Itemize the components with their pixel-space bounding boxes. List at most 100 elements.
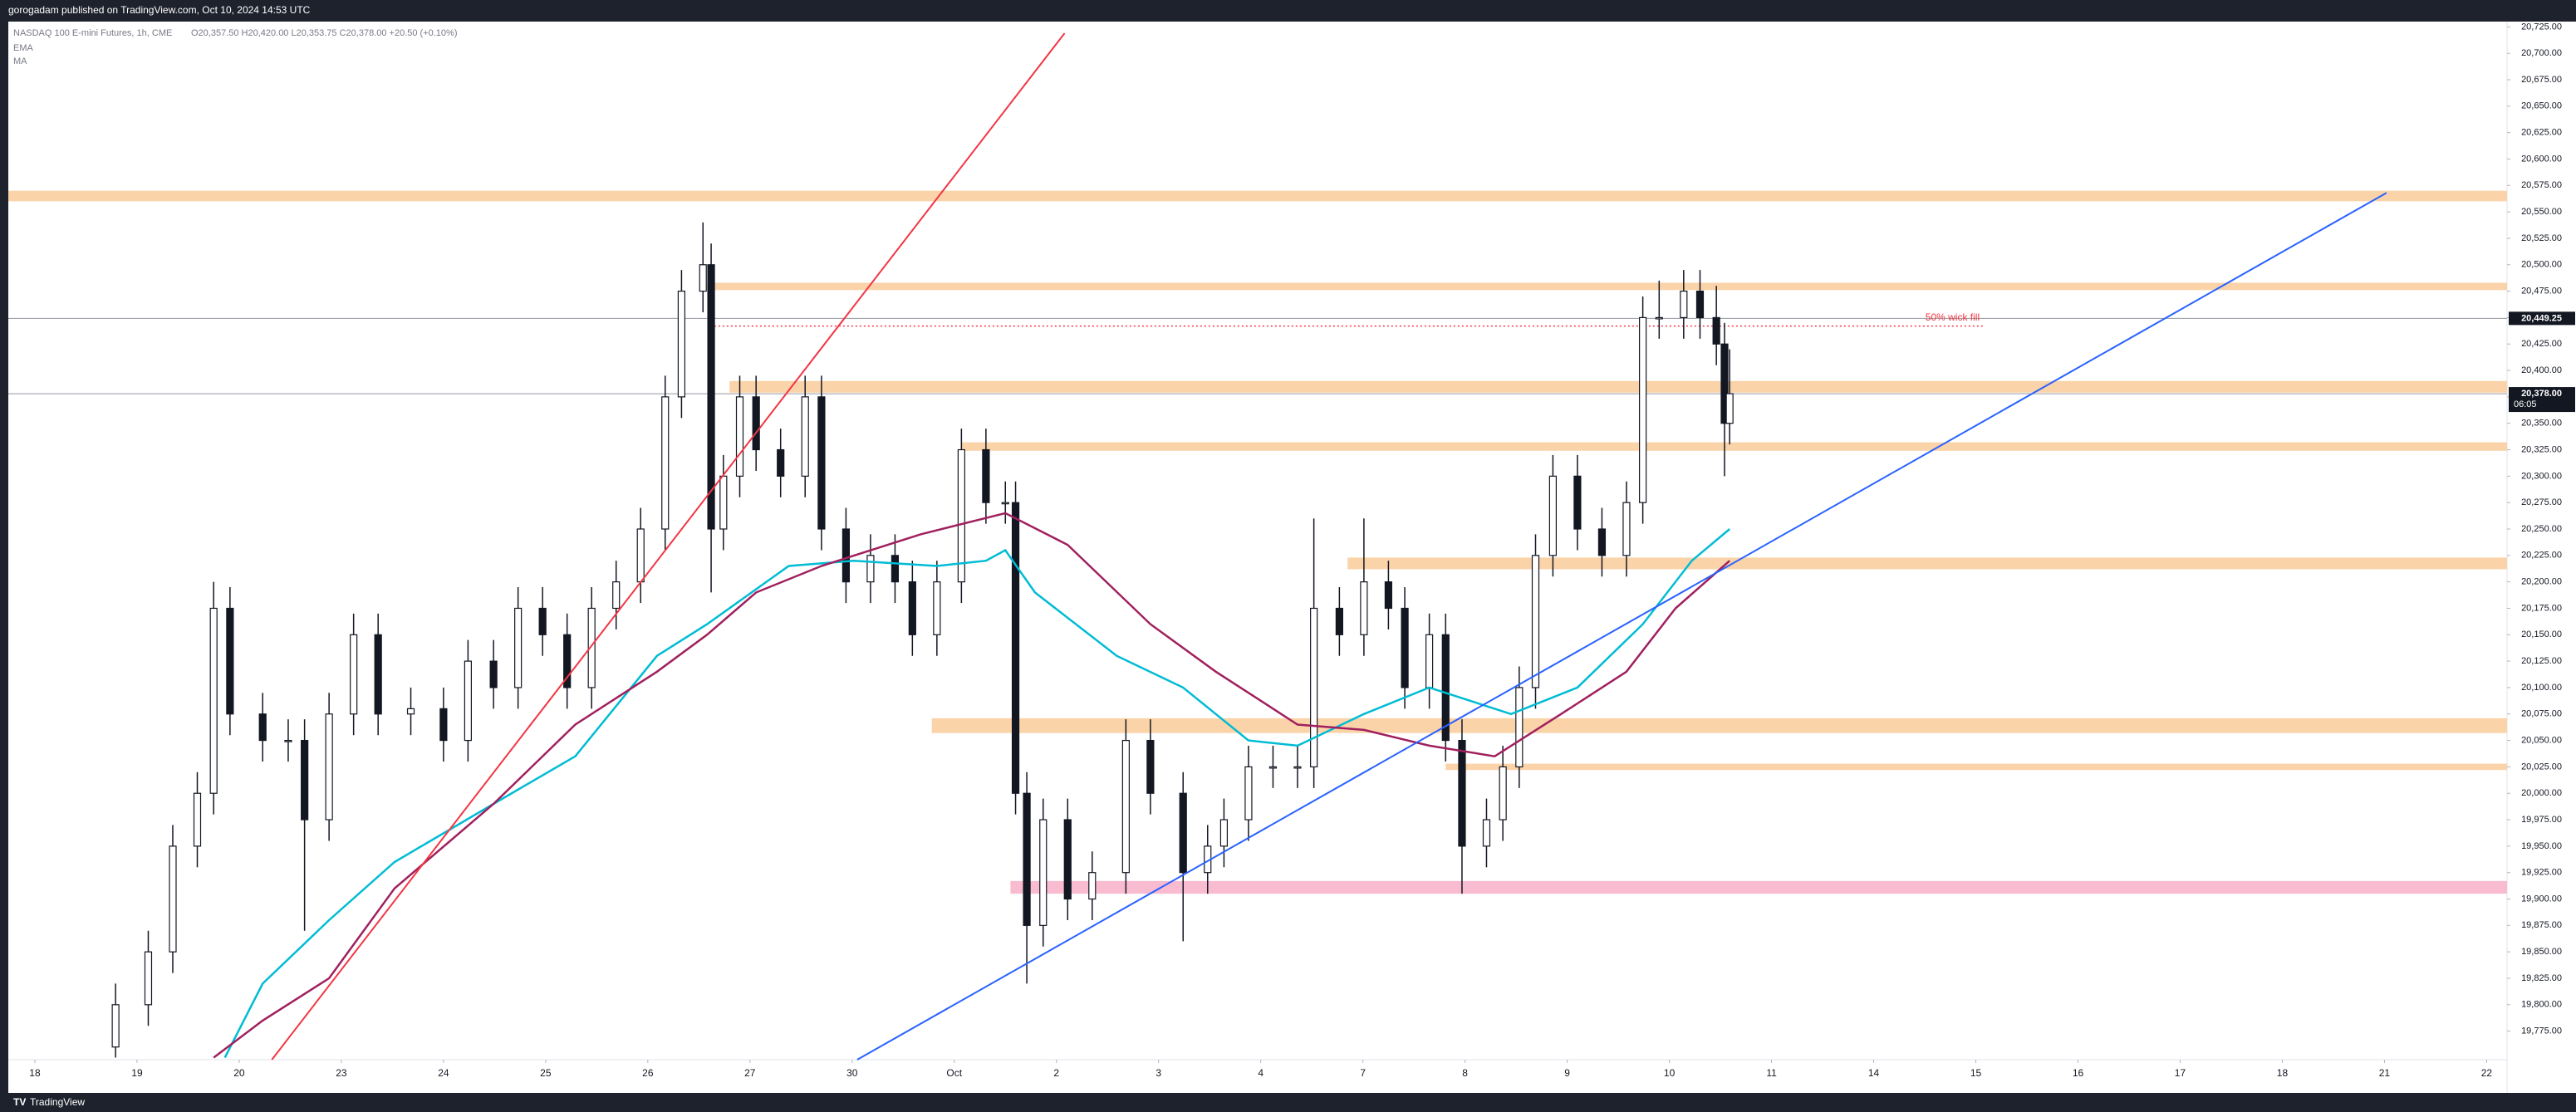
- candle-body: [1680, 290, 1688, 319]
- y-tick-label: 20,275.00: [2521, 497, 2562, 507]
- y-tick-label: 19,900.00: [2521, 894, 2562, 904]
- candle-body: [1335, 607, 1343, 635]
- y-tick-label: 19,950.00: [2521, 841, 2562, 851]
- zone: [707, 282, 2508, 291]
- y-tick-label: 20,600.00: [2521, 154, 2562, 164]
- candle-body: [1146, 739, 1155, 794]
- candle-body: [1499, 766, 1507, 821]
- candle-body: [301, 739, 309, 821]
- annotation-label: 50% wick fill: [1926, 311, 1980, 323]
- y-tick-label: 20,150.00: [2521, 629, 2562, 639]
- candle-body: [957, 448, 965, 583]
- price-label: 20,378.00: [2521, 389, 2562, 399]
- candle-body: [111, 1004, 120, 1048]
- candle-body: [1023, 792, 1031, 926]
- candle-body: [1712, 316, 1720, 345]
- y-tick-label: 20,650.00: [2521, 101, 2562, 111]
- candle-body: [982, 448, 990, 503]
- candle-body: [1425, 634, 1434, 688]
- x-tick-label: 23: [336, 1067, 347, 1079]
- trend-line: [271, 32, 1066, 1061]
- candle-body: [1401, 607, 1409, 688]
- price-label-box: [2509, 387, 2575, 413]
- y-tick-label: 20,200.00: [2521, 577, 2562, 587]
- candle-body: [258, 713, 267, 742]
- y-tick-label: 20,125.00: [2521, 656, 2562, 666]
- y-tick-label: 20,325.00: [2521, 444, 2562, 454]
- candle-body: [707, 264, 715, 530]
- candle-body: [1384, 581, 1393, 610]
- x-tick-label: 16: [2073, 1067, 2084, 1079]
- logo-mark: TV: [13, 1096, 26, 1108]
- y-tick-label: 20,500.00: [2521, 260, 2562, 270]
- candle-body: [735, 396, 744, 477]
- candle-body: [406, 708, 415, 715]
- legend-entry: EMA: [13, 43, 34, 53]
- y-tick-label: 20,000.00: [2521, 788, 2562, 798]
- y-tick-label: 19,850.00: [2521, 947, 2562, 957]
- x-tick-label: 26: [642, 1067, 654, 1079]
- x-tick-label: 24: [438, 1067, 449, 1079]
- candle-body: [1219, 819, 1229, 847]
- x-tick-label: 11: [1766, 1067, 1777, 1079]
- x-tick-label: 8: [1462, 1067, 1468, 1079]
- zone: [8, 190, 2507, 202]
- candle-body: [514, 607, 523, 688]
- y-tick-label: 19,875.00: [2521, 920, 2562, 930]
- candle-body: [538, 607, 547, 635]
- candle-body: [1695, 290, 1705, 319]
- candle-body: [1531, 555, 1540, 688]
- candle-body: [636, 528, 645, 583]
- zone: [1010, 880, 2507, 894]
- left-border: [0, 22, 8, 1093]
- footer-brand: TradingView: [30, 1096, 85, 1108]
- candle-body: [908, 581, 916, 635]
- candle-body: [209, 607, 218, 794]
- x-tick-label: 21: [2379, 1067, 2391, 1079]
- candle-body: [777, 448, 785, 477]
- ohlc-summary: O20,357.50 H20,420.00 L20,353.75 C20,378…: [191, 28, 457, 38]
- x-tick-label: 18: [29, 1067, 41, 1079]
- countdown: 06:05: [2514, 399, 2537, 409]
- y-tick-label: 20,625.00: [2521, 128, 2562, 138]
- y-tick-label: 19,825.00: [2521, 973, 2562, 983]
- x-tick-label: 25: [540, 1067, 552, 1079]
- candle-body: [350, 634, 358, 715]
- x-tick-label: 7: [1360, 1067, 1366, 1079]
- candle-body: [226, 607, 234, 715]
- symbol-title: NASDAQ 100 E-mini Futures, 1h, CME: [13, 28, 172, 38]
- y-tick-label: 20,475.00: [2521, 286, 2562, 296]
- publish-header: gorogadam published on TradingView.com, …: [8, 4, 311, 16]
- candle-body: [587, 607, 596, 688]
- candle-body: [1063, 819, 1072, 900]
- candle-body: [1121, 739, 1130, 874]
- candle-body: [563, 634, 572, 688]
- candle-body: [1244, 766, 1253, 821]
- candle-body: [1482, 819, 1491, 847]
- candle-body: [1001, 502, 1009, 505]
- candle-body: [284, 739, 292, 742]
- y-tick-label: 20,350.00: [2521, 419, 2562, 429]
- candle-body: [1268, 766, 1278, 769]
- candle-body: [752, 396, 760, 451]
- candle-body: [1293, 766, 1302, 769]
- y-tick-label: 20,250.00: [2521, 524, 2562, 534]
- candle-body: [1725, 393, 1734, 424]
- candle-body: [1515, 687, 1524, 768]
- candle-body: [1360, 581, 1368, 635]
- x-tick-label: 4: [1258, 1067, 1263, 1079]
- y-tick-label: 20,175.00: [2521, 603, 2562, 613]
- candle-body: [1573, 475, 1582, 530]
- x-tick-label: 17: [2175, 1067, 2186, 1079]
- x-tick-label: Oct: [946, 1067, 962, 1079]
- x-tick-label: 19: [131, 1067, 143, 1079]
- bottom-bar: [0, 1093, 2576, 1112]
- x-tick-label: 14: [1868, 1067, 1880, 1079]
- price-label: 20,449.25: [2521, 313, 2562, 323]
- y-tick-label: 20,550.00: [2521, 207, 2562, 217]
- candle-body: [891, 555, 900, 583]
- y-tick-label: 20,100.00: [2521, 683, 2562, 693]
- candle-body: [933, 581, 941, 635]
- y-tick-label: 20,400.00: [2521, 365, 2562, 375]
